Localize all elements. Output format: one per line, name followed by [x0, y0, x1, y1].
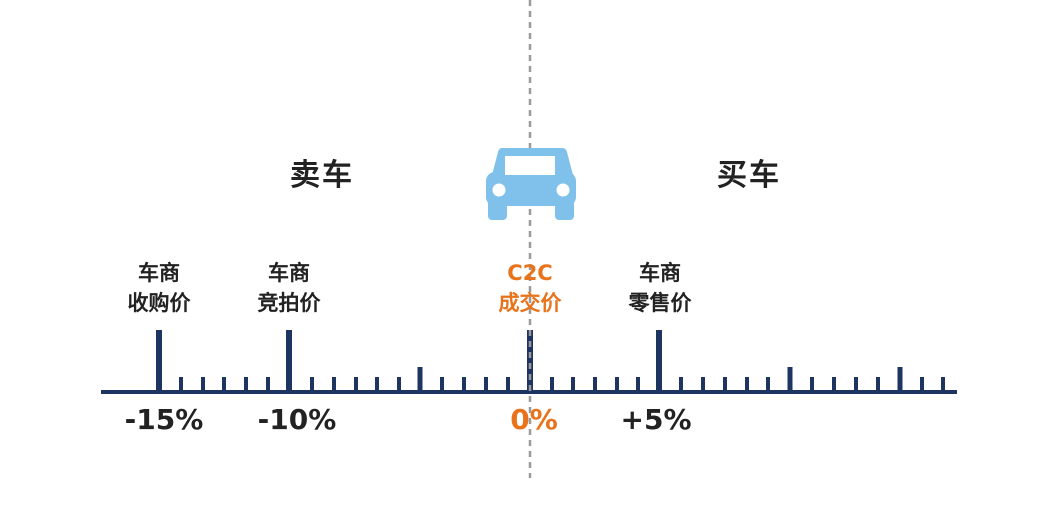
minor-tick: [679, 377, 683, 392]
minor-tick: [310, 377, 314, 392]
minor-tick: [354, 377, 358, 392]
sell-car-heading: 卖车: [290, 158, 354, 193]
minor-tick: [745, 377, 749, 392]
mid-tick: [787, 367, 793, 392]
marker-label-dealer-purchase: 车商 收购价: [99, 258, 219, 318]
minor-tick: [593, 377, 597, 392]
marker-label-line2: 成交价: [498, 291, 562, 315]
marker-label-line2: 收购价: [127, 291, 191, 315]
percent-zero: 0%: [510, 403, 558, 436]
minor-tick: [397, 377, 401, 392]
minor-tick: [244, 377, 248, 392]
marker-label-line1: C2C: [507, 261, 553, 285]
marker-label-line1: 车商: [268, 261, 310, 285]
mid-tick: [897, 367, 903, 392]
mid-tick: [417, 367, 423, 392]
minor-tick: [636, 377, 640, 392]
percent-plus-5: +5%: [620, 403, 692, 436]
minor-tick: [766, 377, 770, 392]
minor-tick: [854, 377, 858, 392]
tick-marks: [156, 330, 945, 392]
marker-label-c2c-deal: C2C 成交价: [470, 258, 590, 318]
minor-tick: [810, 377, 814, 392]
minor-tick: [723, 377, 727, 392]
minor-tick: [201, 377, 205, 392]
marker-label-dealer-retail: 车商 零售价: [600, 258, 720, 318]
minor-tick: [462, 377, 466, 392]
marker-label-line1: 车商: [639, 261, 681, 285]
minor-tick: [332, 377, 336, 392]
minor-tick: [571, 377, 575, 392]
minor-tick: [440, 377, 444, 392]
marker-label-line1: 车商: [138, 261, 180, 285]
minor-tick: [941, 377, 945, 392]
marker-label-dealer-auction: 车商 竞拍价: [229, 258, 349, 318]
minor-tick: [266, 377, 270, 392]
percent-minus-10: -10%: [257, 403, 337, 436]
minor-tick: [615, 377, 619, 392]
percent-minus-15: -15%: [124, 403, 204, 436]
minor-tick: [832, 377, 836, 392]
car-icon: [486, 148, 576, 220]
minor-tick: [550, 377, 554, 392]
marker-label-line2: 零售价: [628, 291, 692, 315]
marker-label-line2: 竞拍价: [257, 291, 321, 315]
minor-tick: [701, 377, 705, 392]
minor-tick: [179, 377, 183, 392]
minor-tick: [876, 377, 880, 392]
major-tick: [156, 330, 162, 392]
minor-tick: [920, 377, 924, 392]
major-tick: [527, 330, 533, 392]
major-tick: [656, 330, 662, 392]
minor-tick: [484, 377, 488, 392]
minor-tick: [222, 377, 226, 392]
buy-car-heading: 买车: [717, 158, 781, 193]
minor-tick: [375, 377, 379, 392]
major-tick: [286, 330, 292, 392]
minor-tick: [506, 377, 510, 392]
